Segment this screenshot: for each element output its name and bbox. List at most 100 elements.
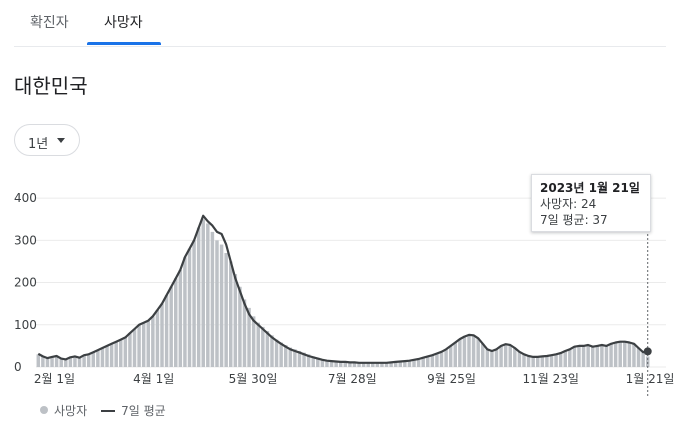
bar bbox=[371, 362, 375, 367]
bar bbox=[412, 359, 416, 367]
tooltip-deaths: 사망자: 24 bbox=[540, 197, 597, 211]
x-tick-label: 4월 1일 bbox=[133, 372, 174, 386]
legend-avg-label: 7일 평균 bbox=[121, 404, 166, 418]
tab-cases[interactable]: 확진자 bbox=[30, 15, 69, 31]
x-tick-label: 11월 23일 bbox=[523, 372, 579, 386]
bar bbox=[380, 362, 384, 367]
avg-line bbox=[37, 214, 648, 364]
bar bbox=[517, 351, 522, 367]
bar bbox=[540, 356, 545, 367]
bar bbox=[210, 231, 215, 367]
tab-deaths[interactable]: 사망자 bbox=[104, 15, 143, 31]
bar bbox=[526, 356, 531, 367]
bar bbox=[54, 356, 59, 367]
bar bbox=[164, 295, 169, 367]
bar bbox=[458, 339, 462, 367]
bar bbox=[105, 345, 109, 367]
bar bbox=[627, 342, 632, 367]
bar bbox=[233, 274, 238, 367]
bar bbox=[439, 351, 444, 367]
bar bbox=[403, 361, 407, 367]
bar bbox=[196, 227, 201, 367]
bar bbox=[462, 336, 467, 367]
bar bbox=[581, 345, 586, 367]
tab-bar: 확진자 사망자 bbox=[14, 0, 666, 47]
bar bbox=[100, 348, 105, 367]
bar bbox=[508, 345, 512, 367]
bar bbox=[632, 343, 636, 367]
bar bbox=[274, 339, 279, 367]
y-tick-label: 0 bbox=[14, 360, 22, 374]
bar bbox=[302, 352, 306, 367]
bar bbox=[228, 261, 233, 367]
bar bbox=[45, 357, 50, 367]
bar bbox=[636, 348, 641, 367]
bar bbox=[595, 345, 600, 367]
bar bbox=[169, 286, 173, 367]
bar bbox=[558, 353, 563, 367]
bar bbox=[600, 345, 604, 367]
bar bbox=[224, 253, 228, 367]
bar bbox=[219, 244, 224, 367]
bar bbox=[119, 339, 123, 367]
x-tick-label: 7월 28일 bbox=[328, 372, 377, 386]
bar bbox=[522, 354, 526, 367]
bar bbox=[288, 347, 293, 367]
bar bbox=[545, 356, 549, 367]
bar bbox=[467, 334, 471, 367]
bar bbox=[283, 345, 288, 367]
bar bbox=[375, 362, 380, 367]
bar bbox=[568, 349, 572, 367]
time-range-dropdown[interactable]: 1년 bbox=[14, 124, 80, 156]
bar bbox=[444, 349, 448, 367]
bar bbox=[476, 338, 480, 367]
bar bbox=[485, 349, 490, 367]
data-tooltip: 2023년 1월 21일 사망자: 24 7일 평균: 37 bbox=[531, 174, 651, 232]
bar bbox=[393, 361, 398, 367]
bar bbox=[435, 353, 439, 367]
bar bbox=[494, 349, 499, 367]
bar bbox=[366, 362, 370, 367]
x-tick-label: 5월 30일 bbox=[229, 372, 278, 386]
y-tick-label: 400 bbox=[14, 191, 37, 205]
bar bbox=[398, 361, 403, 367]
bar bbox=[132, 329, 137, 367]
bar bbox=[577, 345, 581, 367]
deaths-chart[interactable]: 2월 1일 4월 1일 5월 30일 7월 28일 9월 25일 11월 23일 1월 21… bbox=[0, 160, 693, 400]
legend-deaths-label: 사망자 bbox=[54, 404, 88, 418]
bar bbox=[155, 310, 160, 367]
x-tick-label: 1월 21일 bbox=[626, 372, 675, 386]
bar bbox=[279, 342, 283, 367]
bar bbox=[384, 362, 389, 367]
bar bbox=[531, 356, 535, 367]
bar bbox=[256, 322, 260, 367]
bar bbox=[247, 307, 251, 367]
active-tab-indicator bbox=[87, 42, 161, 45]
bar bbox=[146, 320, 151, 367]
legend-bar-swatch bbox=[40, 406, 48, 414]
bar bbox=[77, 357, 82, 367]
bar bbox=[128, 333, 132, 367]
legend-line-swatch bbox=[101, 410, 116, 412]
bar bbox=[86, 354, 91, 367]
bar bbox=[41, 356, 45, 367]
y-tick-label: 300 bbox=[14, 233, 37, 247]
bar bbox=[238, 286, 242, 367]
bar bbox=[490, 350, 494, 367]
bar bbox=[137, 324, 141, 367]
bar bbox=[361, 362, 366, 367]
bar bbox=[311, 356, 315, 367]
bar bbox=[572, 346, 577, 367]
bar bbox=[201, 219, 205, 367]
bar bbox=[549, 355, 554, 367]
bar bbox=[503, 344, 508, 367]
bar bbox=[96, 350, 100, 367]
bar bbox=[141, 322, 146, 367]
bar bbox=[320, 359, 325, 367]
bar bbox=[178, 269, 183, 367]
bar bbox=[215, 240, 219, 367]
avg-line-group bbox=[37, 214, 652, 398]
bar bbox=[481, 343, 485, 367]
bar bbox=[68, 357, 73, 367]
bar bbox=[316, 357, 320, 367]
